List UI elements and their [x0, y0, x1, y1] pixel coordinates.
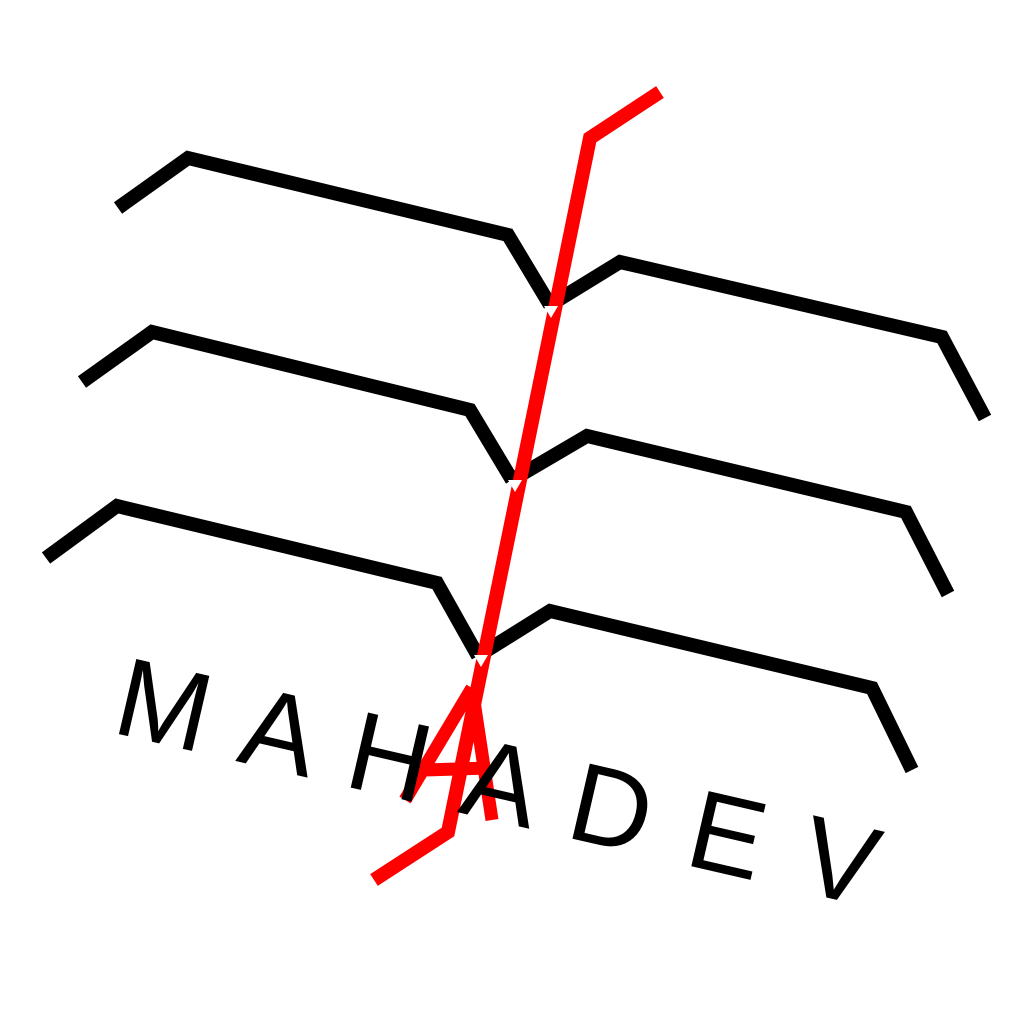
- letter-m: M: [105, 634, 224, 777]
- stem-notch-1: [544, 306, 558, 318]
- chevron-strokes: [41, 150, 992, 774]
- wordmark: M A H A D E V: [105, 634, 891, 931]
- letter-v: V: [790, 792, 891, 931]
- letter-e: E: [677, 766, 778, 905]
- chevron-row-2-left: [77, 324, 519, 484]
- chevron-row-1-left: [113, 150, 557, 309]
- stem-notches: [474, 306, 558, 667]
- letter-a-1: A: [230, 662, 331, 801]
- letter-d: D: [558, 738, 665, 878]
- red-letter-a: [399, 684, 499, 821]
- chevron-row-1-right: [546, 254, 992, 422]
- letter-h: H: [336, 687, 443, 827]
- chevron-row-3-right: [474, 603, 919, 774]
- wordmark-letters-1: M A H A D E V: [105, 634, 891, 931]
- chevron-row-3-left: [41, 498, 485, 660]
- stem-notch-3: [474, 655, 488, 667]
- stem-notch-2: [508, 480, 522, 492]
- chevron-row-2-right: [508, 428, 955, 598]
